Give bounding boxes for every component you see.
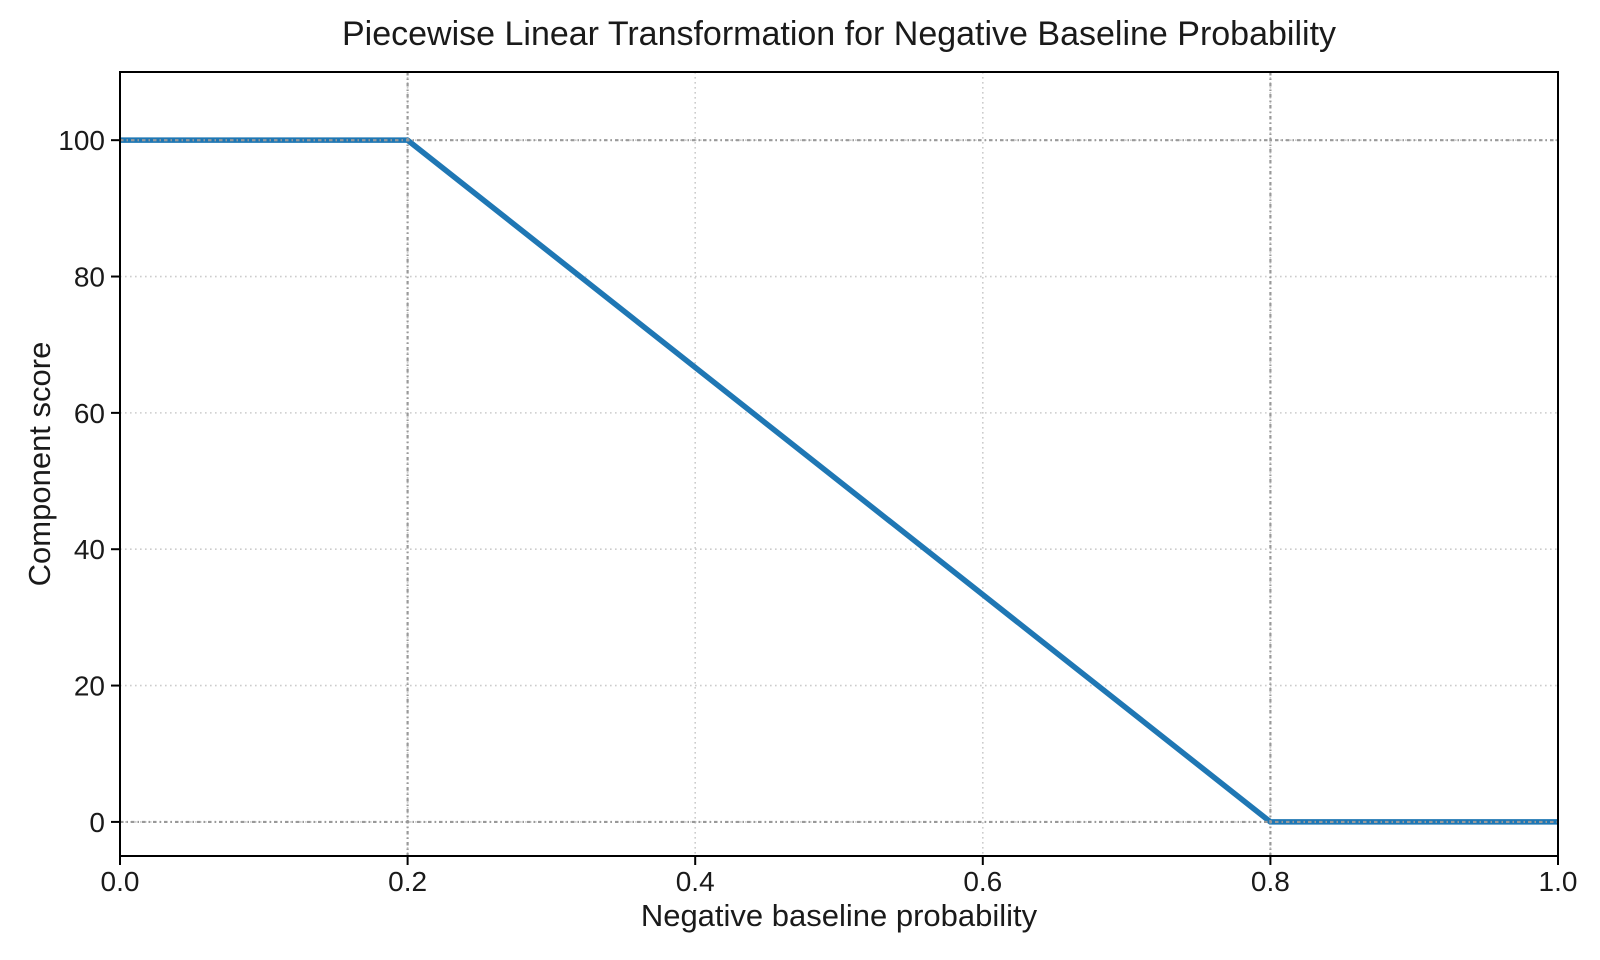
- axis-frame: [119, 71, 1559, 857]
- y-axis-label: Component score: [22, 341, 57, 587]
- y-tick-label: 0: [89, 807, 105, 838]
- chart-title: Piecewise Linear Transformation for Nega…: [341, 15, 1337, 53]
- x-axis-label: Negative baseline probability: [640, 898, 1038, 933]
- x-tick-label: 0.4: [676, 866, 715, 897]
- y-tick-label: 80: [74, 262, 105, 293]
- y-tick-label: 40: [74, 534, 105, 565]
- x-tick-label: 0.6: [963, 866, 1002, 897]
- x-tick-label: 0.0: [101, 866, 140, 897]
- series-line-component-score: [120, 137, 1558, 825]
- y-tick-label: 60: [74, 398, 105, 429]
- y-tick-label: 20: [74, 671, 105, 702]
- x-tick-label: 0.2: [388, 866, 427, 897]
- x-tick-label: 0.8: [1251, 866, 1290, 897]
- y-tick-label: 100: [58, 125, 105, 156]
- x-tick-label: 1.0: [1539, 866, 1578, 897]
